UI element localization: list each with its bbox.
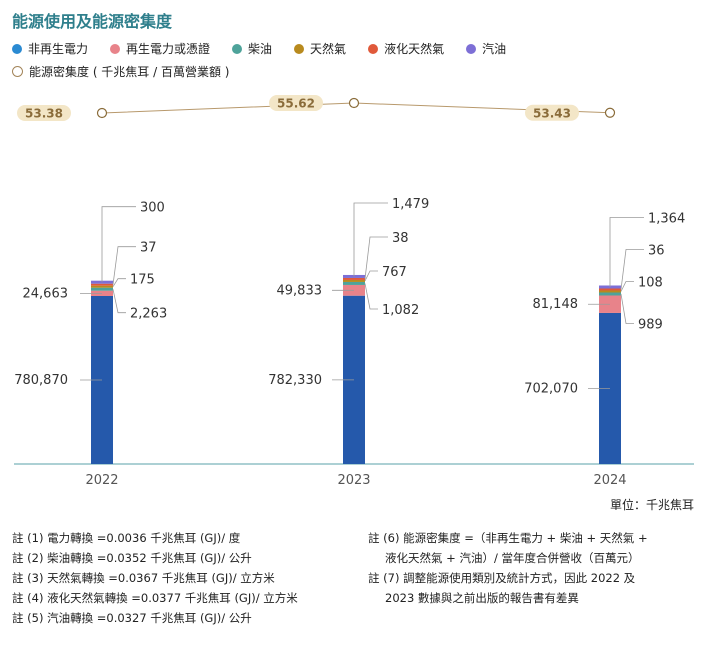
leader-line	[112, 278, 126, 287]
legend-item-natural-gas: 天然氣	[294, 40, 346, 57]
intensity-label-pill	[17, 105, 71, 121]
data-label: 38	[392, 231, 409, 246]
data-label: 36	[648, 243, 665, 258]
notes-right: 註 (6) 能源密集度 =（非再生電力 + 柴油 + 天然氣 + 液化天然氣 +…	[368, 528, 648, 608]
data-label: 24,663	[23, 286, 69, 301]
bar-segment-4-2024	[599, 288, 621, 291]
intensity-label: 53.43	[533, 106, 571, 120]
leader-line	[353, 202, 388, 277]
data-label: 2,263	[130, 307, 167, 322]
intensity-label-pill	[269, 95, 323, 111]
legend-item-diesel: 柴油	[232, 40, 272, 57]
note-line: 註 (4) 液化天然氣轉換 =0.0377 千兆焦耳 (GJ)/ 立方米	[12, 591, 298, 605]
note-line: 註 (7) 調整能源使用類別及統計方式，因此 2022 及	[368, 571, 636, 585]
data-label: 780,870	[14, 373, 68, 388]
data-label: 782,330	[268, 373, 322, 388]
bar-segment-4-2022	[91, 283, 113, 286]
leader-line	[112, 246, 136, 285]
note-line: 註 (1) 電力轉換 =0.0036 千兆焦耳 (GJ)/ 度	[12, 531, 241, 545]
intensity-label-pill	[525, 104, 579, 121]
leader-line	[364, 283, 378, 310]
data-label: 1,479	[392, 197, 429, 212]
note-line: 註 (6) 能源密集度 =（非再生電力 + 柴油 + 天然氣 +	[368, 531, 648, 545]
chart-title: 能源使用及能源密集度	[12, 12, 173, 31]
bar-segment-3-2023	[343, 279, 365, 282]
unit-label: 單位：千兆焦耳	[609, 498, 694, 512]
bar-segment-3-2024	[599, 290, 621, 293]
note-line: 註 (3) 天然氣轉換 =0.0367 千兆焦耳 (GJ)/ 立方米	[12, 571, 275, 585]
leader-line	[620, 281, 634, 292]
notes-left: 註 (1) 電力轉換 =0.0036 千兆焦耳 (GJ)/ 度 註 (2) 柴油…	[12, 528, 298, 628]
legend-swatch	[466, 43, 477, 54]
leader-line	[609, 217, 644, 287]
leader-line	[364, 236, 388, 280]
data-label: 108	[638, 275, 663, 290]
legend-item-gasoline: 汽油	[466, 40, 506, 57]
note-line: 液化天然氣 + 汽油）/ 當年度合併營收（百萬元）	[385, 551, 640, 565]
bar-segment-3-2022	[91, 285, 113, 288]
legend: 非再生電力 再生電力或憑證 柴油 天然氣 液化天然氣 汽油	[12, 40, 528, 57]
bar-segment-2-2023	[343, 281, 365, 285]
legend-swatch	[368, 43, 379, 54]
leader-line	[364, 270, 378, 282]
data-label: 81,148	[533, 297, 579, 312]
data-label: 702,070	[524, 381, 578, 396]
note-line: 註 (2) 柴油轉換 =0.0352 千兆焦耳 (GJ)/ 公升	[12, 551, 252, 565]
intensity-point	[348, 97, 360, 109]
intensity-point	[96, 107, 108, 119]
leader-line	[620, 293, 634, 324]
legend-swatch	[12, 43, 22, 54]
data-label: 1,082	[382, 303, 419, 318]
data-label: 767	[382, 265, 407, 280]
x-tick-label: 2024	[593, 473, 626, 488]
data-label: 989	[638, 317, 663, 332]
legend-item-intensity: 能源密集度 ( 千兆焦耳 / 百萬營業額 )	[12, 63, 229, 80]
data-label: 175	[130, 273, 155, 288]
intensity-point	[604, 107, 616, 118]
leader-line	[620, 249, 644, 290]
bar-segment-4-2023	[343, 277, 365, 280]
intensity-label: 55.62	[277, 97, 315, 111]
legend-item-renewable: 再生電力或憑證	[110, 40, 210, 57]
leader-line	[101, 206, 136, 283]
legend-swatch	[232, 43, 243, 54]
legend-ring-icon	[12, 66, 23, 77]
bar-segment-2-2024	[599, 292, 621, 296]
x-tick-label: 2022	[85, 473, 118, 488]
data-label: 37	[140, 241, 157, 256]
x-tick-label: 2023	[337, 473, 370, 488]
note-line: 註 (5) 汽油轉換 =0.0327 千兆焦耳 (GJ)/ 公升	[12, 611, 252, 625]
legend-item-non-renewable: 非再生電力	[12, 40, 88, 57]
legend-swatch	[110, 43, 121, 54]
legend-item-lng: 液化天然氣	[368, 40, 444, 57]
data-label: 49,833	[277, 283, 323, 298]
legend-intensity: 能源密集度 ( 千兆焦耳 / 百萬營業額 )	[12, 63, 251, 80]
legend-swatch	[294, 43, 305, 54]
leader-line	[112, 289, 126, 314]
bar-segment-2-2022	[91, 287, 113, 291]
data-label: 300	[140, 201, 165, 216]
intensity-label: 53.38	[25, 107, 63, 121]
note-line: 2023 數據與之前出版的報告書有差異	[385, 591, 579, 605]
data-label: 1,364	[648, 211, 685, 226]
